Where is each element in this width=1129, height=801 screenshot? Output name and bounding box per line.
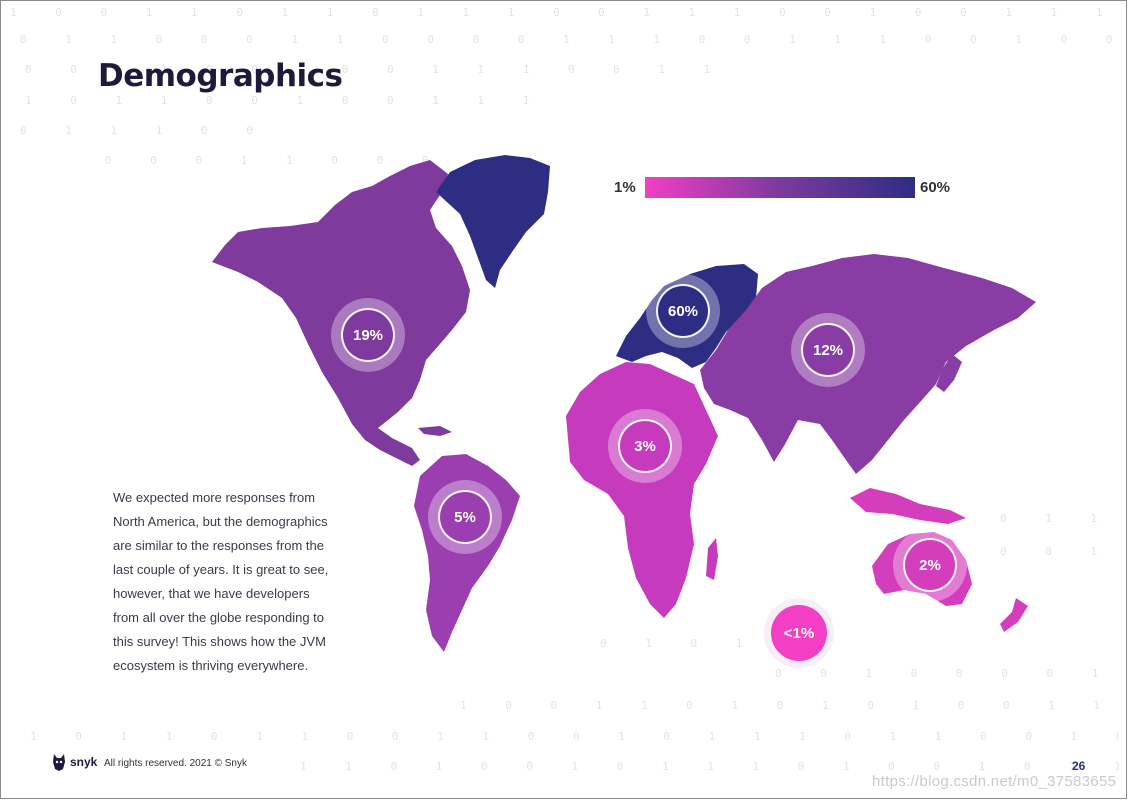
body-line: from all over the globe responding to xyxy=(113,610,325,625)
value-label-antarctica: <1% xyxy=(783,624,815,642)
region-north-america xyxy=(212,160,470,466)
region-greenland xyxy=(436,155,550,288)
snyk-dog-icon xyxy=(53,754,65,771)
region-new-zealand xyxy=(1000,598,1028,632)
value-label-asia: 12% xyxy=(812,341,844,359)
binary-background-row: 0 1 1 0 xyxy=(1000,512,1119,525)
value-bubble-africa: 3% xyxy=(618,419,672,473)
value-bubble-asia: 12% xyxy=(801,323,855,377)
binary-background-row: 0 0 1 1 xyxy=(1000,545,1119,558)
body-paragraph: We expected more responses from North Am… xyxy=(113,486,345,678)
region-japan xyxy=(936,354,962,392)
legend-max-label: 60% xyxy=(920,179,951,196)
value-label-south-america: 5% xyxy=(454,508,476,526)
binary-background-row: 1 0 1 1 0 0 1 0 0 1 1 1 0 0 0 0 xyxy=(25,94,529,107)
value-bubble-south-america: 5% xyxy=(438,490,492,544)
value-bubble-oceania: 2% xyxy=(903,538,957,592)
binary-background-row: 1 0 0 1 1 0 1 0 1 0 1 0 0 1 1 0 1 1 0 1 … xyxy=(460,699,1119,712)
body-line: this survey! This shows how the JVM xyxy=(113,634,326,649)
snyk-logo: snyk xyxy=(52,752,97,772)
watermark-text: https://blog.csdn.net/m0_37583655 xyxy=(872,773,1117,790)
binary-background-row: 0 1 1 0 0 0 1 1 0 0 0 0 1 1 1 0 0 1 1 1 … xyxy=(20,33,1119,46)
body-line: ecosystem is thriving everywhere. xyxy=(113,658,309,673)
binary-background-row: 0 1 1 1 0 0 xyxy=(20,124,269,137)
value-label-europe: 60% xyxy=(667,302,699,320)
region-madagascar xyxy=(706,538,718,580)
value-bubble-europe: 60% xyxy=(656,284,710,338)
body-line: however, that we have developers xyxy=(113,586,310,601)
page-number: 26 xyxy=(1072,759,1086,773)
binary-background-row: 0 0 1 0 0 0 0 1 0 1 0 1 xyxy=(775,667,1119,680)
region-asia xyxy=(700,254,1036,474)
body-line: North America, but the demographics xyxy=(113,514,328,529)
legend-min-label: 1% xyxy=(614,179,636,196)
footer-copyright: All rights reserved. 2021 © Snyk xyxy=(104,758,247,769)
binary-background-row: 0 0 0 1 1 0 0 0 xyxy=(105,154,429,167)
region-southeast-asia xyxy=(850,488,966,524)
value-label-africa: 3% xyxy=(634,437,656,455)
region-africa xyxy=(566,362,718,618)
page-title: Demographics xyxy=(98,58,343,94)
region-caribbean xyxy=(418,426,452,436)
body-line: last couple of years. It is great to see… xyxy=(113,562,329,577)
value-bubble-antarctica: <1% xyxy=(771,605,827,661)
body-line: We expected more responses from xyxy=(113,490,316,505)
legend-gradient-bar xyxy=(645,177,915,198)
binary-background-row: 1 0 0 1 1 0 1 1 0 1 1 1 0 0 1 1 1 0 0 1 … xyxy=(10,6,1119,19)
value-bubble-north-america: 19% xyxy=(341,308,395,362)
binary-background-row: 1 0 1 1 0 1 1 0 0 1 1 0 0 1 0 1 1 1 0 1 … xyxy=(30,730,1119,743)
binary-background-row: 0 0 1 1 0 0 1 0 0 1 1 1 0 0 1 1 0 0 0 1 … xyxy=(25,63,729,76)
value-label-oceania: 2% xyxy=(919,556,941,574)
binary-background-row: 1 1 0 1 0 0 1 0 1 1 1 0 1 0 0 1 0 1 1 1 … xyxy=(300,760,1119,773)
value-label-north-america: 19% xyxy=(352,326,384,344)
footer-brand: snyk xyxy=(70,755,98,769)
body-line: are similar to the responses from the xyxy=(113,538,324,553)
